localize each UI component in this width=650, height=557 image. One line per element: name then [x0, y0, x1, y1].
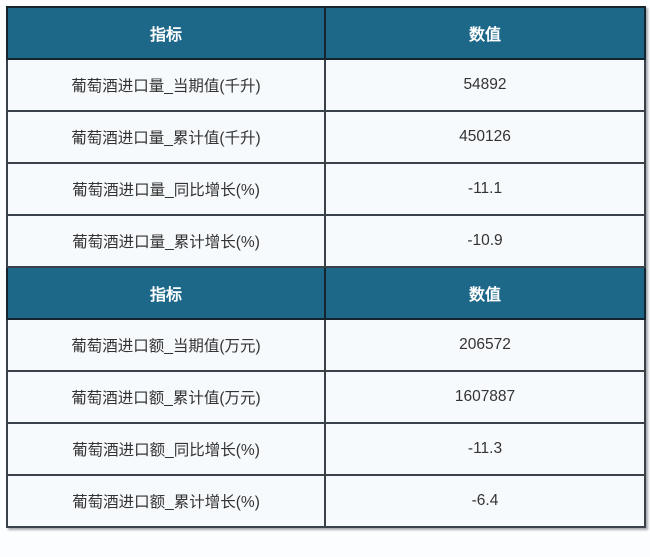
value-cell: -10.9	[324, 214, 646, 268]
table-row: 葡萄酒进口额_累计值(万元) 1607887	[6, 370, 646, 424]
value-cell: 450126	[324, 110, 646, 164]
indicator-cell: 葡萄酒进口额_当期值(万元)	[6, 318, 326, 372]
value-cell: -11.1	[324, 162, 646, 216]
indicator-cell: 葡萄酒进口量_累计值(千升)	[6, 110, 326, 164]
value-cell: 54892	[324, 58, 646, 112]
table-row: 葡萄酒进口量_同比增长(%) -11.1	[6, 162, 646, 216]
table-row: 葡萄酒进口量_累计增长(%) -10.9	[6, 214, 646, 268]
table-row: 葡萄酒进口额_当期值(万元) 206572	[6, 318, 646, 372]
table-row: 葡萄酒进口量_当期值(千升) 54892	[6, 58, 646, 112]
table-row: 葡萄酒进口量_累计值(千升) 450126	[6, 110, 646, 164]
indicator-cell: 葡萄酒进口额_同比增长(%)	[6, 422, 326, 476]
indicator-cell: 葡萄酒进口额_累计增长(%)	[6, 474, 326, 528]
indicator-cell: 葡萄酒进口量_同比增长(%)	[6, 162, 326, 216]
table-row: 葡萄酒进口额_同比增长(%) -11.3	[6, 422, 646, 476]
wine-import-data-table: 指标 数值 葡萄酒进口量_当期值(千升) 54892 葡萄酒进口量_累计值(千升…	[6, 6, 646, 528]
value-cell: 1607887	[324, 370, 646, 424]
table-header-row-volume: 指标 数值	[6, 6, 646, 60]
table-header-row-amount: 指标 数值	[6, 266, 646, 320]
indicator-cell: 葡萄酒进口量_累计增长(%)	[6, 214, 326, 268]
indicator-cell: 葡萄酒进口量_当期值(千升)	[6, 58, 326, 112]
value-cell: -11.3	[324, 422, 646, 476]
value-cell: 206572	[324, 318, 646, 372]
indicator-cell: 葡萄酒进口额_累计值(万元)	[6, 370, 326, 424]
wine-import-table-container: 指标 数值 葡萄酒进口量_当期值(千升) 54892 葡萄酒进口量_累计值(千升…	[6, 6, 646, 528]
header-cell-value: 数值	[324, 6, 646, 60]
table-row: 葡萄酒进口额_累计增长(%) -6.4	[6, 474, 646, 528]
header-cell-value: 数值	[324, 266, 646, 320]
value-cell: -6.4	[324, 474, 646, 528]
header-cell-indicator: 指标	[6, 266, 326, 320]
header-cell-indicator: 指标	[6, 6, 326, 60]
